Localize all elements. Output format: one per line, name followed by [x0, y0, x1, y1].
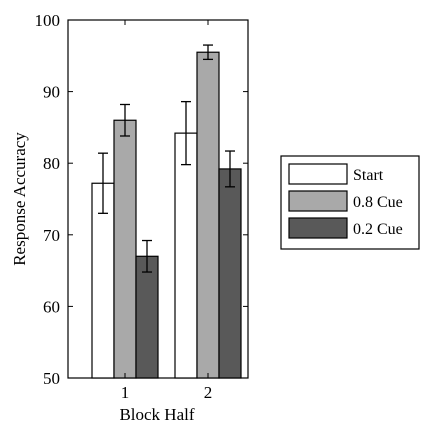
bars — [91, 51, 242, 379]
bar — [174, 132, 198, 379]
y-tick-label: 70 — [43, 226, 60, 245]
legend-swatch — [288, 190, 348, 212]
y-tick-label: 100 — [35, 11, 61, 30]
error-bars — [98, 44, 235, 273]
y-axis-label: Response Accuracy — [10, 132, 29, 266]
bar — [196, 51, 220, 379]
bar — [113, 119, 137, 379]
legend-label: 0.2 Cue — [353, 221, 403, 238]
x-axis-label: Block Half — [119, 405, 194, 424]
legend-label: Start — [353, 167, 384, 184]
legend: Start 0.8 Cue 0.2 Cue — [280, 155, 420, 250]
x-tick-label: 2 — [204, 383, 213, 402]
legend-swatch — [288, 217, 348, 239]
legend-label: 0.8 Cue — [353, 194, 403, 211]
y-tick-label: 50 — [43, 369, 60, 388]
y-tick-label: 60 — [43, 297, 60, 316]
x-tick-label: 1 — [121, 383, 130, 402]
bar — [218, 168, 242, 379]
y-tick-label: 90 — [43, 83, 60, 102]
legend-swatch — [288, 163, 348, 185]
bar — [135, 255, 159, 379]
y-ticks: 50 60 70 80 90 100 — [35, 11, 248, 388]
y-tick-label: 80 — [43, 154, 60, 173]
